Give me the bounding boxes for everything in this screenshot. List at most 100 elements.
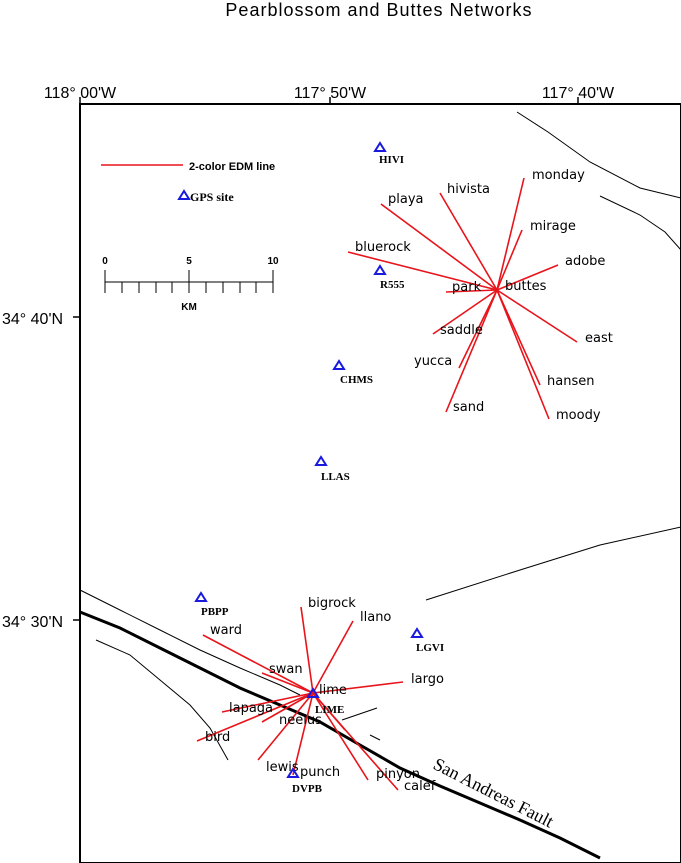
gps-label-r555: R555 [380, 279, 405, 291]
gps-sites: HIVI R555 CHMS LLAS PBPP LGVI LIME DVPB [194, 141, 444, 795]
site-label-calef: calef [404, 779, 436, 794]
edm-line-lime-bird [196, 692, 314, 742]
edm-line-buttes-saddle [432, 289, 498, 335]
fault-secondary-5 [599, 195, 681, 251]
site-label-llano: llano [360, 610, 391, 625]
edm-line-buttes-mirage [496, 229, 523, 291]
edm-line-buttes-sand [445, 289, 498, 413]
gps-label-hivi: HIVI [379, 154, 404, 166]
edm-line-lime-extra [312, 692, 346, 731]
legend-gps-label: GPS site [190, 190, 234, 204]
gps-site-hivi: HIVI [373, 141, 404, 166]
gps-triangle-icon [373, 264, 387, 275]
edm-line-buttes-bluerock [347, 251, 498, 291]
edm-line-lime-llano [312, 620, 354, 694]
gps-triangle-icon [314, 455, 328, 466]
site-label-moody: moody [556, 408, 601, 423]
gps-site-lime: LIME [306, 687, 344, 716]
edm-line-lime-largo [312, 681, 404, 694]
lon-label-117-40: 117° 40'W [542, 85, 615, 102]
scale-tick-label-0: 0 [102, 256, 108, 267]
gps-site-chms: CHMS [332, 359, 373, 386]
edm-line-lime-neelus [261, 692, 314, 723]
site-label-hivista: hivista [447, 182, 490, 197]
site-label-saddle: saddle [440, 323, 483, 338]
pearblossom-edm-lines [196, 606, 404, 791]
san-andreas-fault-trace [79, 610, 601, 860]
legend: 2-color EDM line GPS site [101, 161, 275, 204]
fault-secondary-1 [79, 589, 301, 696]
site-label-pinyon: pinyon [376, 767, 420, 782]
site-label-playa: playa [388, 192, 424, 207]
scale-bar: 0 5 10 KM [102, 256, 279, 313]
gps-triangle-icon [332, 359, 346, 370]
gps-label-pbpp: PBPP [201, 606, 229, 618]
gps-label-lgvi: LGVI [416, 642, 444, 654]
edm-line-buttes-hivista [439, 192, 498, 291]
gps-triangle-icon [410, 627, 424, 638]
fault-segment-7 [369, 734, 381, 741]
site-label-mirage: mirage [530, 219, 576, 234]
fault-secondary-2 [95, 639, 229, 761]
site-label-ward: ward [210, 623, 242, 638]
site-label-adobe: adobe [565, 254, 605, 269]
site-label-bird: bird [205, 730, 230, 745]
site-label-hansen: hansen [547, 374, 594, 389]
san-andreas-fault-label: San Andreas Fault [430, 754, 557, 832]
map-frame [73, 97, 681, 863]
fault-lines [79, 111, 681, 860]
fault-segment-6 [341, 707, 378, 721]
gps-label-dvpb: DVPB [292, 783, 323, 795]
gps-label-llas: LLAS [321, 471, 350, 483]
site-label-yucca: yucca [414, 354, 452, 369]
site-label-lewis: lewis [266, 760, 299, 775]
site-label-sand: sand [453, 400, 484, 415]
gps-triangle-icon [373, 141, 387, 152]
gps-triangle-icon [306, 687, 320, 698]
gps-triangle-icon [194, 591, 208, 602]
site-label-largo: largo [411, 672, 444, 687]
lat-label-34-40: 34° 40'N [2, 311, 63, 328]
edm-line-buttes-east [496, 289, 578, 343]
site-label-park: park [452, 280, 482, 295]
scale-tick-label-5: 5 [186, 256, 192, 267]
gps-site-r555: R555 [373, 264, 405, 291]
site-label-lapaga: lapaga [229, 701, 273, 716]
scale-unit-label: KM [181, 302, 197, 313]
gps-triangle-icon [286, 767, 300, 778]
site-label-east: east [585, 331, 613, 346]
site-label-bluerock: bluerock [355, 240, 411, 255]
buttes-edm-lines [347, 177, 578, 420]
pearblossom-site-labels: lime bigrock llano ward swan largo lapag… [205, 596, 444, 794]
lat-label-34-30: 34° 30'N [2, 614, 63, 631]
fault-secondary-4 [516, 111, 681, 199]
edm-line-buttes-adobe [496, 264, 559, 291]
lon-label-117-50: 117° 50'W [294, 85, 367, 102]
edm-line-lime-lewis [257, 692, 314, 761]
edm-line-lime-pinyon [312, 692, 369, 781]
legend-gps-triangle-icon [177, 189, 191, 200]
edm-line-lime-swan [261, 672, 314, 694]
edm-line-buttes-playa [380, 203, 498, 291]
edm-line-buttes-monday [496, 177, 525, 291]
lon-label-118-00: 118° 00'W [44, 85, 117, 102]
site-label-swan: swan [269, 662, 303, 677]
site-label-bigrock: bigrock [308, 596, 356, 611]
gps-site-lgvi: LGVI [410, 627, 444, 654]
gps-site-llas: LLAS [314, 455, 350, 483]
scale-tick-label-10: 10 [267, 256, 279, 267]
gps-site-dvpb: DVPB [286, 767, 323, 795]
edm-line-buttes-park [445, 289, 498, 293]
site-label-punch: punch [300, 765, 340, 780]
gps-site-pbpp: PBPP [194, 591, 229, 618]
edm-line-lime-lapaga [221, 692, 314, 713]
legend-edm-label: 2-color EDM line [189, 161, 275, 173]
edm-line-buttes-yucca [458, 289, 498, 369]
edm-line-buttes-moody [496, 289, 550, 420]
edm-line-lime-bigrock [300, 606, 314, 694]
site-label-monday: monday [532, 168, 585, 183]
buttes-site-labels: buttes monday hivista playa mirage adobe… [355, 168, 613, 423]
edm-line-lime-punch [292, 692, 314, 776]
site-label-buttes: buttes [505, 279, 547, 294]
fault-secondary-3 [425, 526, 681, 601]
